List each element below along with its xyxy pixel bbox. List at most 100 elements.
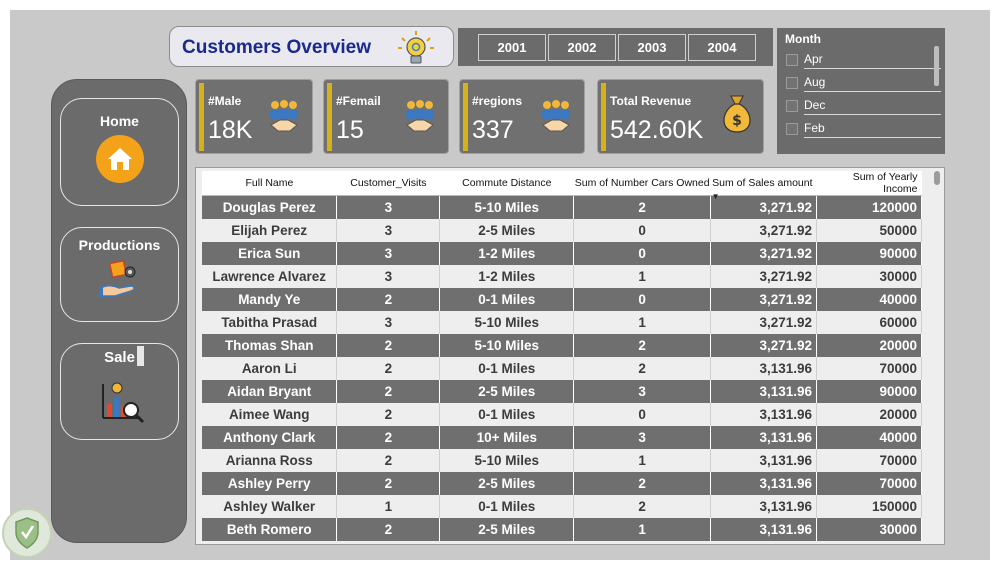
kpi-label: #Femail	[336, 94, 381, 108]
checkbox[interactable]	[786, 54, 798, 66]
table-row[interactable]: Ashley Perry 2 2-5 Miles 2 3,131.96 70000	[202, 471, 922, 495]
nav-sale-button[interactable]: Sale	[60, 343, 179, 440]
kpi-value: 18K	[208, 116, 253, 144]
year-button[interactable]: 2002	[548, 34, 616, 61]
kpi-accent-bar	[199, 83, 204, 151]
cars-cell: 0	[573, 402, 712, 426]
full-name-cell: Lawrence Alvarez	[202, 264, 338, 288]
sales-cell: 3,131.96	[710, 356, 818, 380]
kpi-label: #Male	[208, 94, 242, 108]
year-button[interactable]: 2001	[478, 34, 546, 61]
kpi-value: 337	[472, 116, 514, 144]
column-header[interactable]: Commute Distance	[439, 171, 574, 196]
table-row[interactable]: Lawrence Alvarez 3 1-2 Miles 1 3,271.92 30000	[202, 264, 922, 288]
kpi-accent-bar	[463, 83, 468, 151]
income-cell: 30000	[816, 517, 922, 541]
month-option[interactable]: Dec	[786, 96, 941, 116]
visits-cell: 2	[336, 471, 441, 495]
cursor-marker	[137, 346, 144, 366]
sales-cell: 3,271.92	[710, 241, 818, 265]
table-row[interactable]: Thomas Shan 2 5-10 Miles 2 3,271.92 20000	[202, 333, 922, 357]
cars-cell: 2	[573, 471, 712, 495]
table-row[interactable]: Aimee Wang 2 0-1 Miles 0 3,131.96 20000	[202, 402, 922, 426]
table-row[interactable]: Aidan Bryant 2 2-5 Miles 3 3,131.96 90000	[202, 379, 922, 403]
month-label: Feb	[804, 121, 941, 138]
table-row[interactable]: Aaron Li 2 0-1 Miles 2 3,131.96 70000	[202, 356, 922, 380]
cars-cell: 3	[573, 379, 712, 403]
table-row[interactable]: Beth Romero 2 2-5 Miles 1 3,131.96 30000	[202, 517, 922, 541]
checkbox[interactable]	[786, 77, 798, 89]
visits-cell: 2	[336, 425, 441, 449]
sales-cell: 3,271.92	[710, 218, 818, 242]
nav-sale-label: Sale	[104, 349, 135, 366]
checkbox[interactable]	[786, 100, 798, 112]
chart-magnifier-icon	[102, 382, 145, 424]
column-header-sorted[interactable]: Sum of Sales amount ▼	[710, 171, 817, 201]
month-scrollbar[interactable]	[934, 46, 939, 86]
kpi-value: 15	[336, 116, 364, 144]
sales-cell: 3,271.92	[710, 287, 818, 311]
commute-cell: 0-1 Miles	[439, 494, 575, 518]
month-option[interactable]: Apr	[786, 50, 941, 70]
checkbox[interactable]	[786, 123, 798, 135]
visits-cell: 2	[336, 287, 441, 311]
cars-cell: 0	[573, 241, 712, 265]
house-icon	[108, 148, 132, 170]
page-title: Customers Overview	[182, 37, 372, 58]
table-row[interactable]: Douglas Perez 3 5-10 Miles 2 3,271.92 120000	[202, 195, 922, 219]
income-cell: 40000	[816, 287, 922, 311]
full-name-cell: Ashley Perry	[202, 471, 338, 495]
people-handshake-icon	[542, 100, 570, 132]
money-bag-icon: $	[723, 95, 751, 133]
visits-cell: 2	[336, 517, 441, 541]
title-card: Customers Overview	[169, 26, 454, 67]
cars-cell: 0	[573, 287, 712, 311]
sales-cell: 3,271.92	[710, 195, 818, 219]
column-header[interactable]: Customer_Visits	[336, 171, 440, 196]
nav-productions-button[interactable]: Productions	[60, 227, 179, 322]
cars-cell: 1	[573, 310, 712, 334]
sort-descending-icon: ▼	[711, 192, 720, 201]
cars-cell: 1	[573, 517, 712, 541]
table-row[interactable]: Ashley Walker 1 0-1 Miles 2 3,131.96 150000	[202, 494, 922, 518]
column-header[interactable]: Sum of Yearly Income	[816, 171, 922, 196]
table-scrollbar[interactable]	[934, 171, 940, 185]
table-row[interactable]: Anthony Clark 2 10+ Miles 3 3,131.96 40000	[202, 425, 922, 449]
income-cell: 70000	[816, 356, 922, 380]
income-cell: 20000	[816, 333, 922, 357]
customer-table-panel: Full Name Customer_Visits Commute Distan…	[195, 167, 945, 545]
kpi-card-female: #Femail 15	[323, 79, 449, 154]
cars-cell: 1	[573, 264, 712, 288]
nav-home-button[interactable]: Home	[60, 98, 179, 206]
customer-table: Full Name Customer_Visits Commute Distan…	[202, 171, 922, 541]
sales-cell: 3,131.96	[710, 471, 818, 495]
year-button[interactable]: 2003	[618, 34, 686, 61]
table-row[interactable]: Mandy Ye 2 0-1 Miles 0 3,271.92 40000	[202, 287, 922, 311]
cars-cell: 2	[573, 195, 712, 219]
column-header[interactable]: Full Name	[202, 171, 337, 196]
sales-cell: 3,271.92	[710, 264, 818, 288]
sales-cell: 3,131.96	[710, 402, 818, 426]
month-option[interactable]: Feb	[786, 119, 941, 139]
full-name-cell: Erica Sun	[202, 241, 338, 265]
visits-cell: 1	[336, 494, 441, 518]
year-button[interactable]: 2004	[688, 34, 756, 61]
full-name-cell: Mandy Ye	[202, 287, 338, 311]
sales-cell: 3,131.96	[710, 517, 818, 541]
income-cell: 60000	[816, 310, 922, 334]
people-handshake-icon	[270, 100, 298, 132]
commute-cell: 1-2 Miles	[439, 241, 575, 265]
table-row[interactable]: Erica Sun 3 1-2 Miles 0 3,271.92 90000	[202, 241, 922, 265]
full-name-cell: Tabitha Prasad	[202, 310, 338, 334]
month-slicer: Month Apr Aug Dec Feb	[777, 28, 945, 154]
sales-cell: 3,131.96	[710, 379, 818, 403]
table-row[interactable]: Tabitha Prasad 3 5-10 Miles 1 3,271.92 60000	[202, 310, 922, 334]
commute-cell: 10+ Miles	[439, 425, 575, 449]
kpi-card-revenue: Total Revenue 542.60K $	[597, 79, 764, 154]
commute-cell: 2-5 Miles	[439, 471, 575, 495]
month-option[interactable]: Aug	[786, 73, 941, 93]
table-row[interactable]: Elijah Perez 3 2-5 Miles 0 3,271.92 50000	[202, 218, 922, 242]
column-header[interactable]: Sum of Number Cars Owned	[573, 171, 711, 196]
people-handshake-icon	[406, 100, 434, 132]
table-row[interactable]: Arianna Ross 2 5-10 Miles 1 3,131.96 70000	[202, 448, 922, 472]
